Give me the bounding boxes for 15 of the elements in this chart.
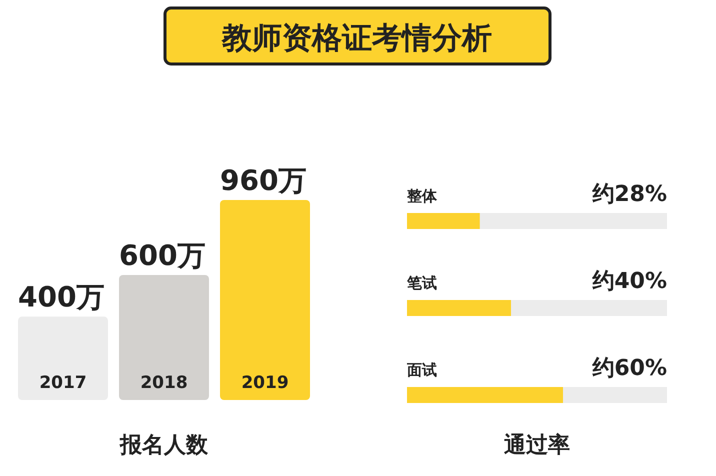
- data-label: 约40%: [591, 269, 667, 294]
- x-tick-label: 2019: [241, 373, 289, 393]
- x-tick-label: 2018: [140, 373, 188, 393]
- chart-title: 教师资格证考情分析: [221, 21, 492, 56]
- data-label: 约28%: [591, 182, 667, 207]
- data-label: 400万: [18, 280, 104, 314]
- x-axis-title: 通过率: [503, 432, 570, 458]
- y-tick-label: 面试: [406, 361, 437, 379]
- x-axis-title: 报名人数: [119, 433, 209, 458]
- data-label: 960万: [220, 164, 306, 197]
- y-tick-label: 整体: [406, 187, 438, 205]
- data-label: 约60%: [591, 356, 667, 381]
- data-label: 600万: [119, 239, 206, 272]
- y-tick-label: 笔试: [406, 274, 437, 292]
- x-tick-label: 2017: [39, 373, 87, 393]
